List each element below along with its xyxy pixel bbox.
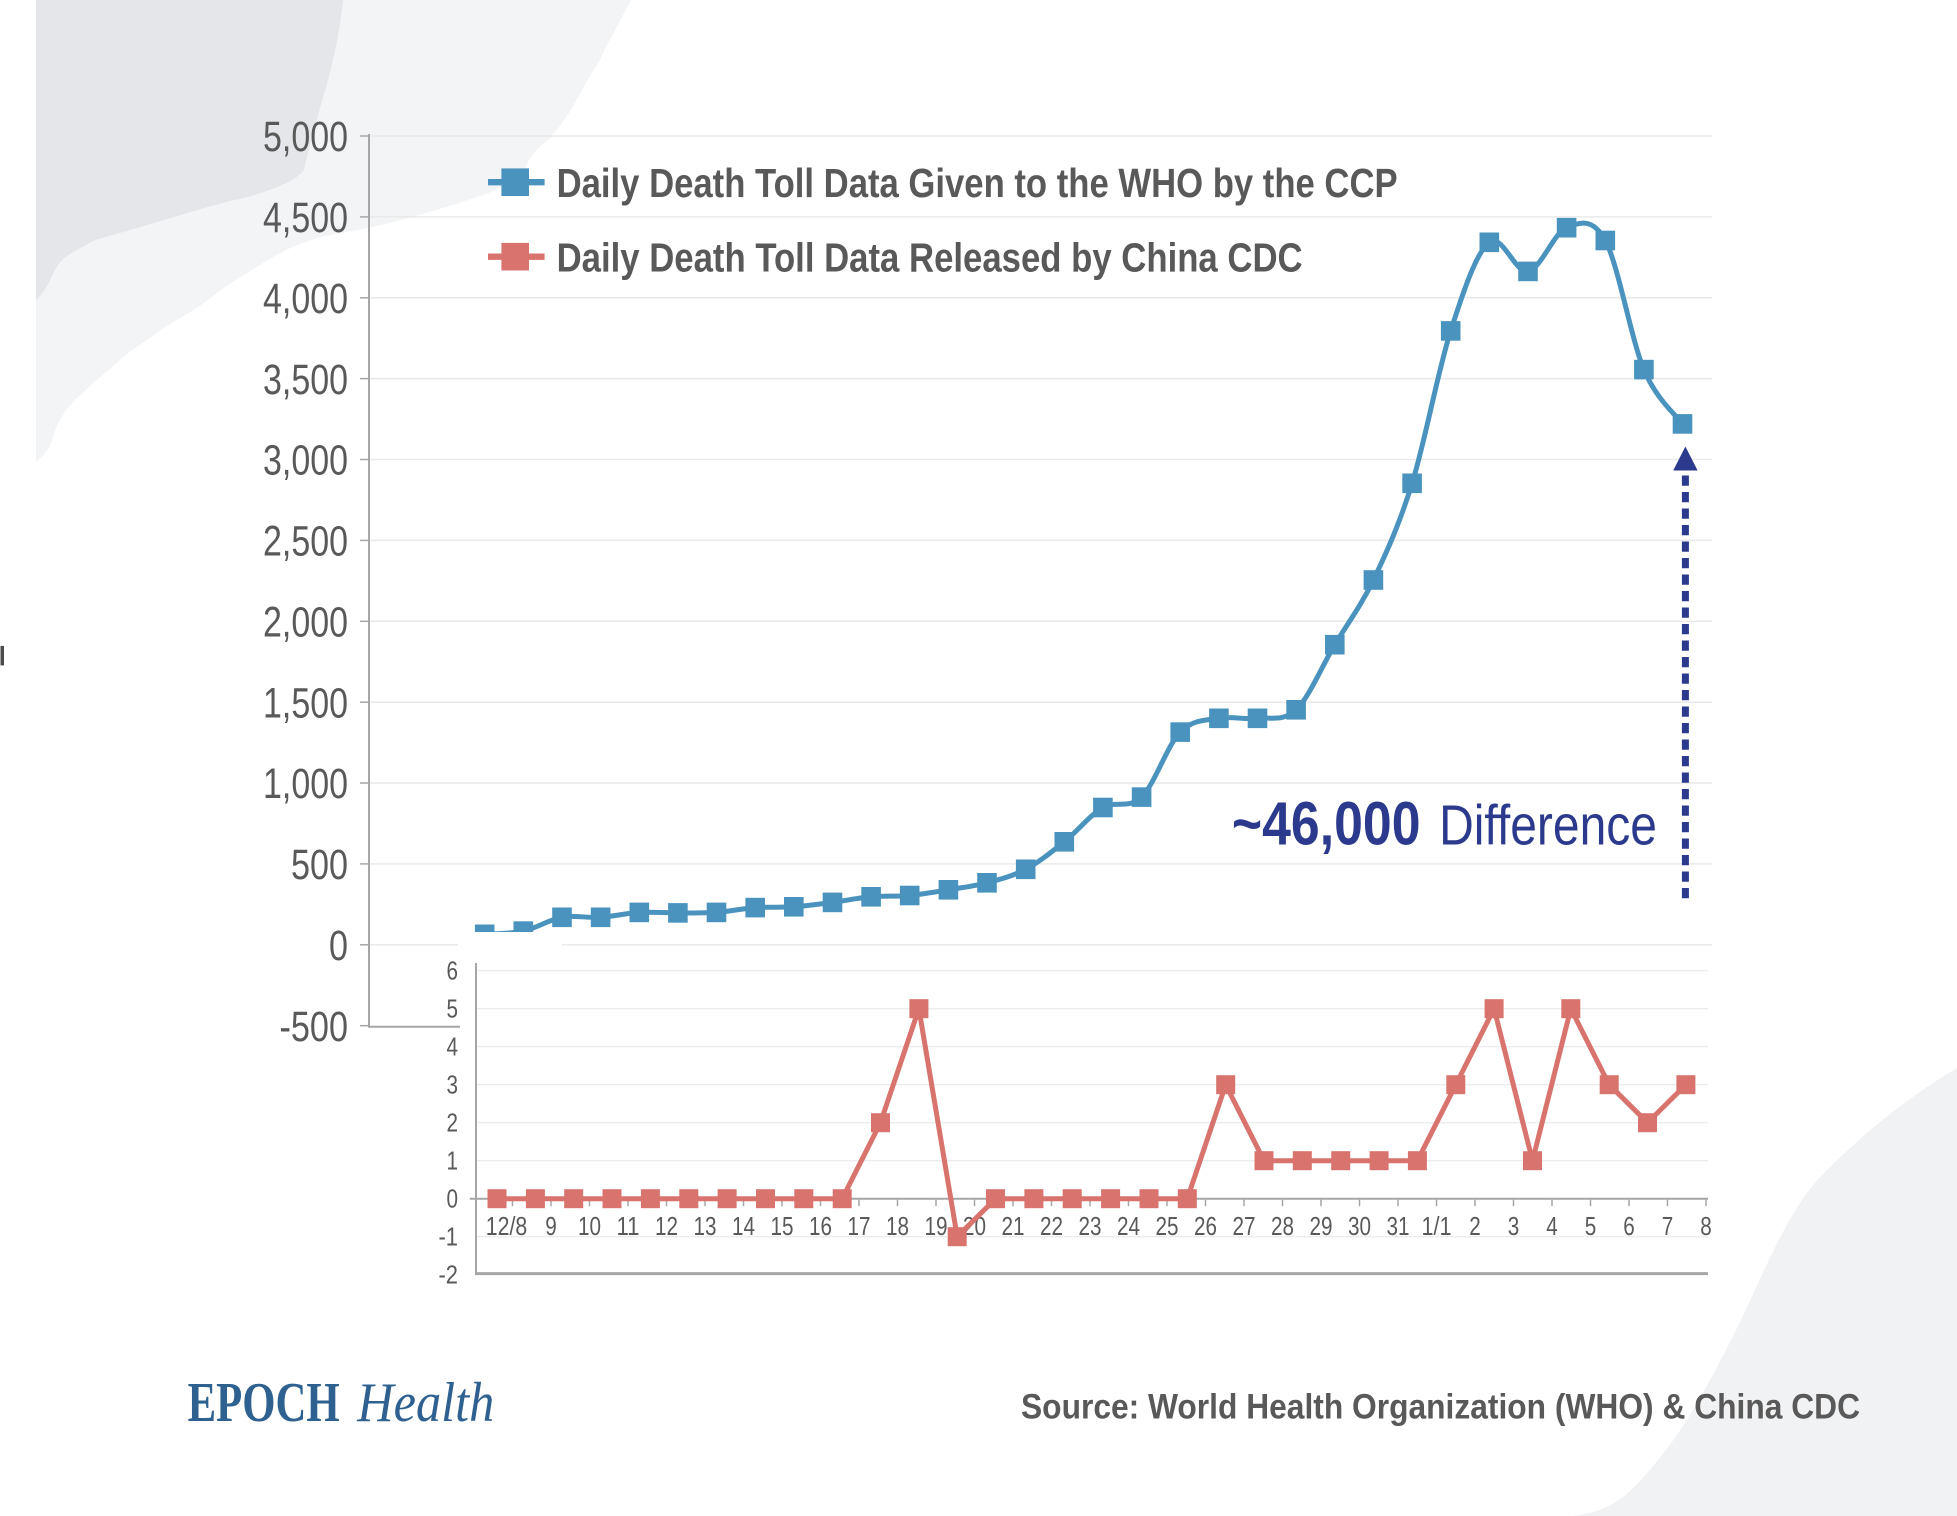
svg-text:21: 21 [1002,1211,1025,1241]
svg-text:9: 9 [545,1211,557,1241]
svg-text:Daily Death Toll Data Released: Daily Death Toll Data Released by China … [557,235,1303,281]
svg-text:-1: -1 [439,1222,459,1252]
svg-text:-500: -500 [280,1003,349,1051]
svg-text:3,500: 3,500 [263,356,348,404]
svg-text:1,000: 1,000 [263,760,348,808]
svg-text:5: 5 [447,994,459,1024]
svg-text:14: 14 [732,1211,755,1241]
svg-text:2: 2 [447,1108,459,1138]
svg-text:22: 22 [1040,1211,1063,1241]
svg-text:11: 11 [617,1211,640,1241]
svg-text:25: 25 [1156,1211,1179,1241]
svg-text:30: 30 [1348,1211,1371,1241]
svg-text:10: 10 [578,1211,601,1241]
svg-text:2,000: 2,000 [263,599,348,647]
svg-text:13: 13 [694,1211,717,1241]
svg-text:1: 1 [447,1146,459,1176]
svg-text:0: 0 [329,922,348,970]
svg-text:2: 2 [1469,1211,1481,1241]
svg-text:0: 0 [447,1184,459,1214]
svg-text:19: 19 [925,1211,948,1241]
svg-text:8: 8 [1700,1211,1712,1241]
svg-text:4,500: 4,500 [263,194,348,242]
svg-text:6: 6 [447,956,459,986]
svg-text:5: 5 [1585,1211,1597,1241]
svg-text:15: 15 [771,1211,794,1241]
svg-text:16: 16 [809,1211,832,1241]
svg-text:500: 500 [291,841,348,889]
svg-text:~46,000: ~46,000 [1232,789,1421,857]
svg-text:EPOCH: EPOCH [188,1372,340,1434]
svg-text:18: 18 [886,1211,909,1241]
svg-text:26: 26 [1194,1211,1217,1241]
svg-text:3,000: 3,000 [263,437,348,485]
svg-text:Daily Death Toll Data Given to: Daily Death Toll Data Given to the WHO b… [557,160,1398,206]
svg-text:4,000: 4,000 [263,275,348,323]
svg-text:7: 7 [1662,1211,1674,1241]
svg-text:20: 20 [963,1211,986,1241]
svg-text:3: 3 [447,1070,459,1100]
svg-text:24: 24 [1117,1211,1140,1241]
svg-text:Health: Health [356,1372,494,1434]
svg-text:27: 27 [1233,1211,1256,1241]
svg-text:Difference: Difference [1439,793,1657,857]
svg-text:4: 4 [1546,1211,1558,1241]
svg-text:Source: World Health Organizat: Source: World Health Organization (WHO) … [1021,1387,1860,1427]
svg-text:17: 17 [848,1211,871,1241]
svg-text:29: 29 [1310,1211,1333,1241]
svg-text:23: 23 [1079,1211,1102,1241]
svg-text:1,500: 1,500 [263,679,348,727]
svg-text:5,000: 5,000 [263,113,348,161]
svg-text:3: 3 [1508,1211,1520,1241]
svg-text:12: 12 [655,1211,678,1241]
svg-text:-2: -2 [439,1260,459,1290]
svg-text:12/8: 12/8 [486,1211,528,1241]
svg-text:1/1: 1/1 [1422,1211,1452,1241]
svg-text:28: 28 [1271,1211,1294,1241]
svg-text:2,500: 2,500 [263,518,348,566]
svg-text:4: 4 [447,1032,459,1062]
svg-text:6: 6 [1623,1211,1635,1241]
svg-text:31: 31 [1387,1211,1410,1241]
